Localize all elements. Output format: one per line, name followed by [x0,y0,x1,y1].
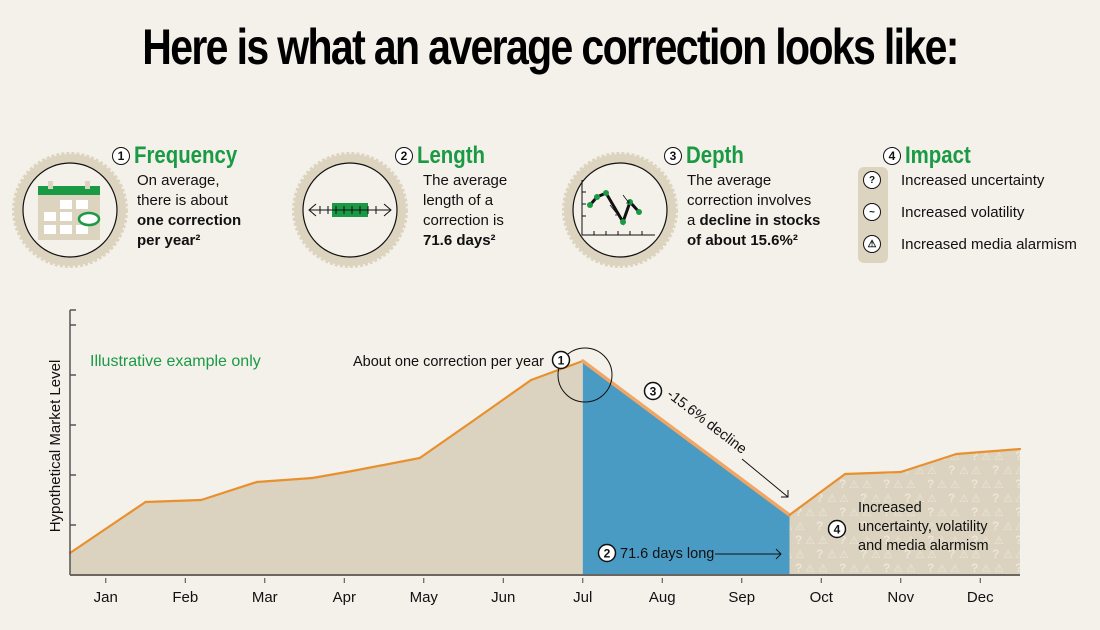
step-number-badge: 1 [112,147,130,165]
calendar-icon [38,181,101,240]
impact-item: ~ Increased volatility [858,203,1024,221]
series-line-segment [529,359,584,382]
x-tick-label: Nov [887,589,914,606]
peak-highlight-circle [557,347,613,403]
decline-arrow [741,458,789,498]
svg-text:1: 1 [558,354,565,368]
step-number-badge: 3 [664,147,682,165]
region-correction [582,361,790,575]
x-tick-label: Sep [728,589,755,606]
impact-annotation-line: uncertainty, volatility [858,519,988,535]
line-chart-decline-icon [581,180,655,236]
x-tick-label: Aug [649,589,676,606]
step-number-badge [827,519,847,539]
step-number-badge: 2 [395,147,413,165]
x-tick-label: Mar [252,589,278,606]
series-line-segment [470,378,533,424]
question-icon: ? [863,171,881,189]
step-number-badge: 4 [883,147,901,165]
svg-text:2: 2 [604,547,611,561]
series-line-segment [844,470,902,476]
length-annotation-text: 71.6 days long [620,546,714,562]
timeline-ruler-icon [308,203,392,217]
series-line-segment [351,456,421,473]
impact-annotation-line: and media alarmism [858,538,989,554]
calendar-badge [12,152,128,268]
impact-item: ? Increased uncertainty [858,171,1044,189]
page-title: Here is what an average correction looks… [142,19,959,75]
card-description: The average length of a correction is 71… [423,172,508,249]
series-line-segment [788,472,847,517]
volatility-icon: ~ [863,203,881,221]
series-line-segment [418,420,473,460]
series-line-segment [899,452,958,474]
impact-annotation-line: Increased [858,500,922,516]
step-number-badge [643,381,663,401]
x-tick-label: Dec [967,589,994,606]
illustrative-note: Illustrative example only [90,353,261,370]
x-tick-label: Oct [810,589,834,606]
series-line-segment [311,469,354,480]
series-line-segment [200,480,258,502]
length-arrowhead [775,548,782,560]
card-title: Impact [905,142,971,169]
warning-icon: ⚠ [863,235,881,253]
region-pre-correction [70,361,583,575]
x-tick-label: Apr [333,589,356,606]
card-title: Frequency [134,142,238,169]
card-title: Depth [686,142,744,169]
card-description: The average correction involves a declin… [687,172,821,249]
step-number-badge [551,350,571,370]
decline-arrowhead [781,490,789,498]
card-description: On average, there is about one correctio… [137,172,242,249]
series-line-segment [255,476,314,484]
series-line-segment [955,447,1022,456]
card-title: Length [417,142,485,169]
svg-text:3: 3 [650,385,657,399]
peak-annotation-text: About one correction per year [353,354,544,370]
chart-badge [562,152,678,268]
ruler-badge [292,152,408,268]
x-tick-label: Jul [573,589,592,606]
svg-text:4: 4 [834,523,841,537]
x-tick-label: Feb [172,589,198,606]
x-tick-label: May [410,589,439,606]
x-tick-label: Jan [94,589,118,606]
series-line-segment [68,500,147,555]
region-aftermath [789,449,1020,575]
series-line-segment [581,359,792,517]
series-line-segment [144,498,203,504]
y-axis-label: Hypothetical Market Level [47,360,64,533]
impact-item: ⚠ Increased media alarmism [858,235,1077,253]
step-number-badge [597,543,617,563]
x-tick-label: Jun [491,589,515,606]
